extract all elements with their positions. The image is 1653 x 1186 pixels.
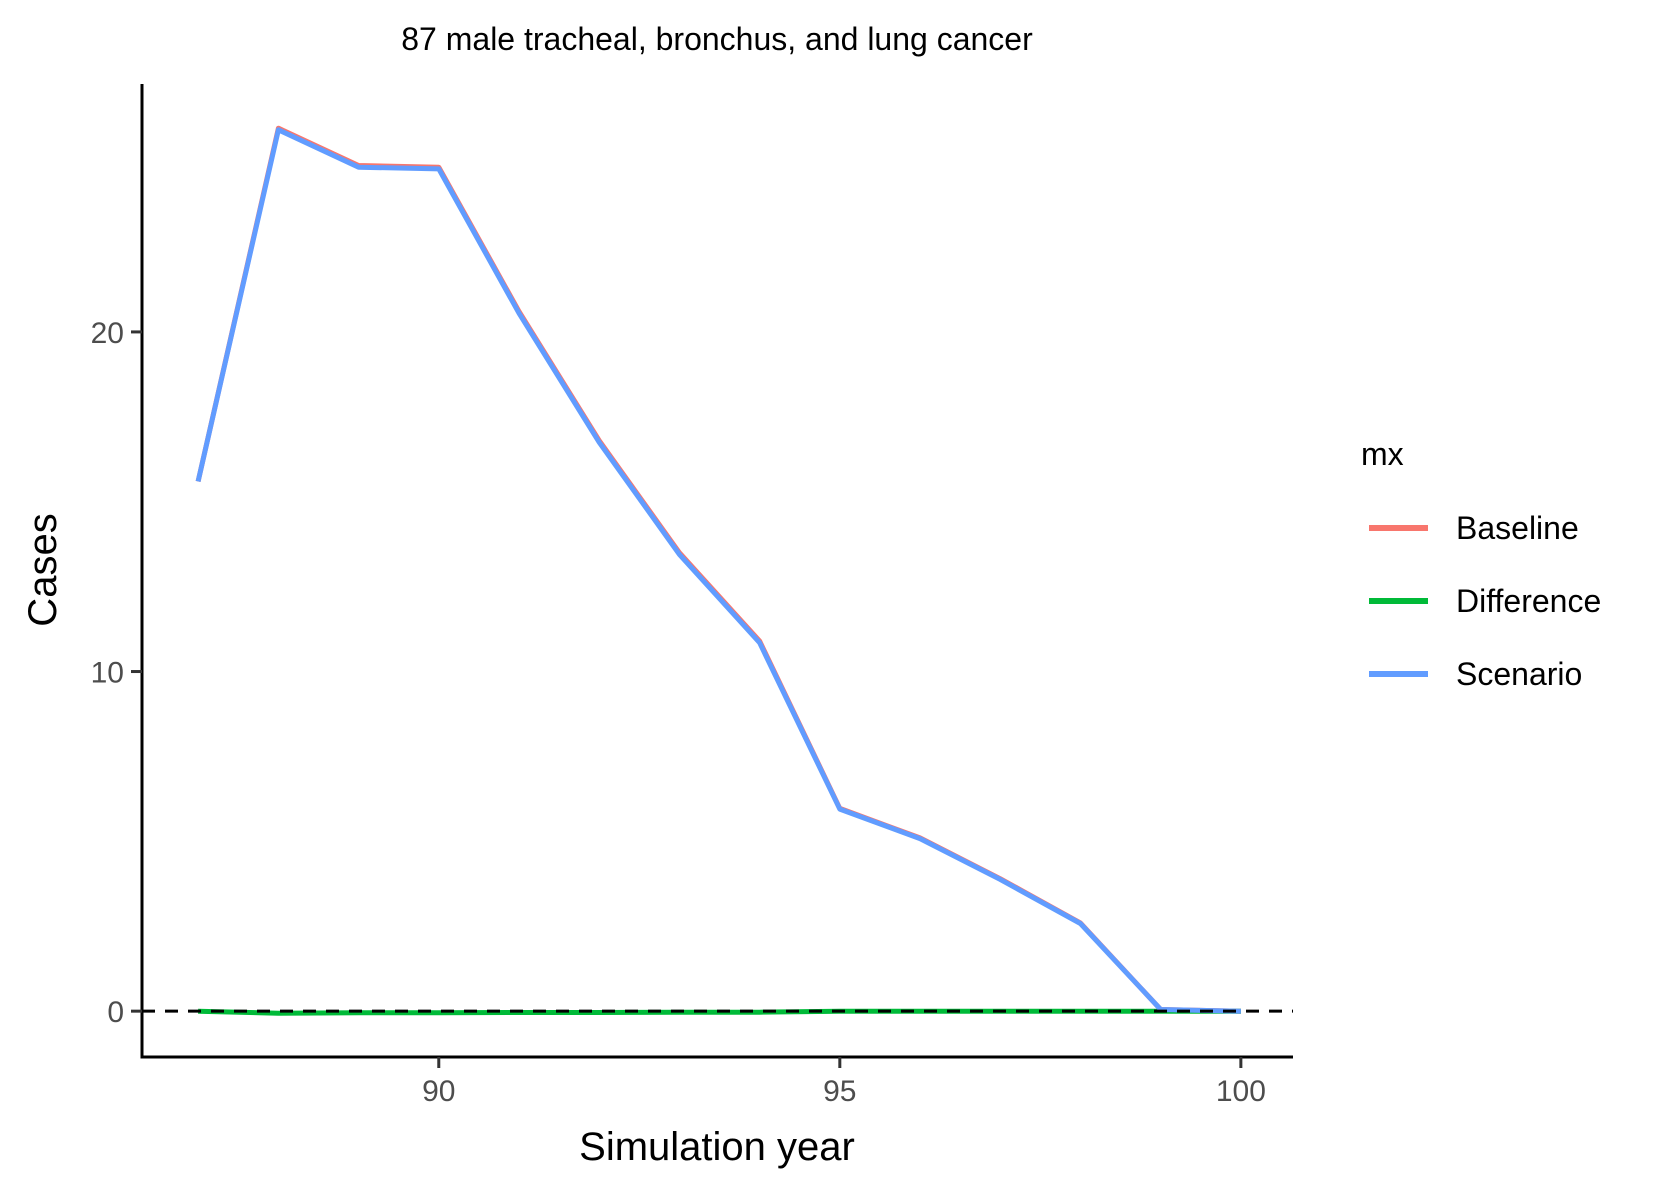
legend-title: mx (1361, 436, 1404, 472)
axes: 90 95 100 0 10 20 (91, 84, 1293, 1108)
series-line-scenario (195, 127, 1241, 1014)
y-axis-title: Cases (21, 513, 65, 626)
x-tick-label: 90 (422, 1075, 455, 1108)
x-tick-label: 100 (1216, 1075, 1266, 1108)
legend-label-scenario: Scenario (1456, 656, 1582, 692)
x-axis-title: Simulation year (579, 1125, 855, 1169)
y-tick-label: 0 (107, 996, 124, 1029)
x-tick-label: 95 (823, 1075, 856, 1108)
legend-label-difference: Difference (1456, 583, 1601, 619)
y-tick-label: 20 (91, 317, 124, 350)
y-tick-label: 10 (91, 657, 124, 690)
legend-label-baseline: Baseline (1456, 510, 1579, 546)
legend: mx Baseline Difference Scenario (1361, 436, 1601, 692)
plot-area (142, 125, 1293, 1016)
chart-title: 87 male tracheal, bronchus, and lung can… (401, 21, 1033, 57)
series-line-baseline (195, 125, 1241, 1014)
